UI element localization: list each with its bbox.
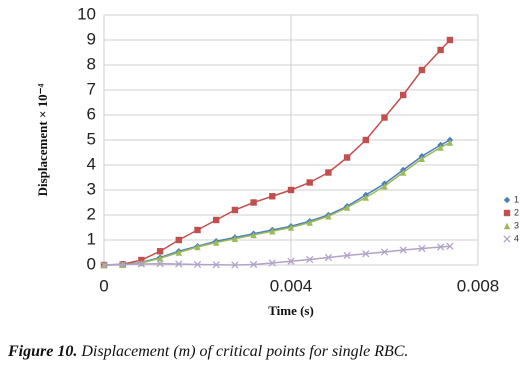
y-tick-label: 9	[87, 29, 96, 48]
caption-label: Figure 10.	[7, 343, 77, 360]
series-line	[103, 39, 451, 266]
caption: Figure 10. Displacement (m) of critical …	[7, 343, 408, 360]
marker	[249, 260, 258, 269]
marker	[231, 206, 239, 214]
marker	[343, 204, 351, 211]
marker	[325, 169, 332, 176]
marker	[418, 244, 426, 253]
marker	[362, 136, 369, 144]
marker	[418, 66, 426, 74]
x-axis-label: Time (s)	[268, 303, 314, 318]
marker	[306, 255, 314, 264]
y-tick-label: 8	[87, 54, 96, 73]
caption-text: Displacement (m) of critical points for …	[80, 343, 408, 360]
marker	[156, 260, 164, 268]
marker	[362, 250, 370, 258]
marker	[137, 260, 146, 268]
marker	[436, 243, 445, 251]
marker	[437, 144, 444, 151]
x-tick-label: 0.008	[457, 276, 500, 295]
marker	[380, 248, 389, 256]
marker	[418, 155, 426, 162]
marker	[175, 249, 182, 256]
marker	[343, 251, 351, 260]
marker	[381, 114, 388, 121]
marker	[212, 261, 220, 269]
marker	[437, 46, 444, 54]
y-tick-label: 2	[87, 204, 96, 223]
x-tick-label: 0.004	[270, 276, 313, 295]
marker	[503, 222, 511, 230]
marker	[503, 209, 511, 217]
marker	[446, 242, 454, 250]
y-axis-label: Displacement × 10⁻⁴	[35, 84, 50, 197]
marker	[362, 194, 369, 201]
marker	[381, 183, 388, 190]
marker	[269, 228, 276, 235]
marker	[119, 260, 127, 269]
y-tick-label: 1	[87, 229, 96, 248]
legend-label: 1	[514, 194, 519, 204]
marker	[343, 154, 351, 161]
marker	[503, 196, 511, 204]
marker	[250, 231, 257, 239]
legend-label: 2	[514, 207, 519, 217]
marker	[175, 236, 182, 244]
marker	[175, 260, 183, 268]
marker	[400, 169, 407, 176]
marker	[446, 36, 454, 44]
x-tick-label: 0	[99, 276, 108, 295]
marker	[287, 257, 295, 265]
marker	[268, 259, 276, 267]
marker	[194, 226, 201, 234]
marker	[400, 91, 407, 99]
marker	[287, 224, 295, 231]
marker	[399, 246, 407, 254]
marker	[324, 253, 333, 262]
y-tick-label: 3	[87, 179, 96, 198]
marker	[213, 239, 220, 246]
marker	[325, 213, 332, 220]
legend-label: 3	[514, 220, 519, 230]
marker	[269, 193, 276, 200]
series-line	[103, 141, 451, 266]
marker	[446, 139, 454, 146]
y-tick-label: 4	[87, 154, 96, 173]
marker	[503, 235, 511, 243]
marker	[156, 255, 164, 262]
marker	[156, 248, 164, 255]
marker	[213, 216, 220, 224]
y-tick-label: 10	[77, 4, 96, 23]
y-tick-label: 0	[87, 254, 96, 273]
marker	[231, 261, 239, 269]
marker	[287, 186, 295, 194]
y-tick-label: 5	[87, 129, 96, 148]
marker	[231, 235, 239, 242]
marker	[306, 219, 313, 226]
y-tick-label: 7	[87, 79, 96, 98]
marker	[194, 243, 201, 251]
series-line	[103, 245, 451, 266]
marker	[250, 199, 257, 206]
series-line	[103, 139, 451, 266]
marker	[193, 260, 202, 269]
y-tick-label: 6	[87, 104, 96, 123]
legend-label: 4	[514, 233, 519, 243]
marker	[100, 261, 108, 269]
marker	[306, 179, 313, 186]
